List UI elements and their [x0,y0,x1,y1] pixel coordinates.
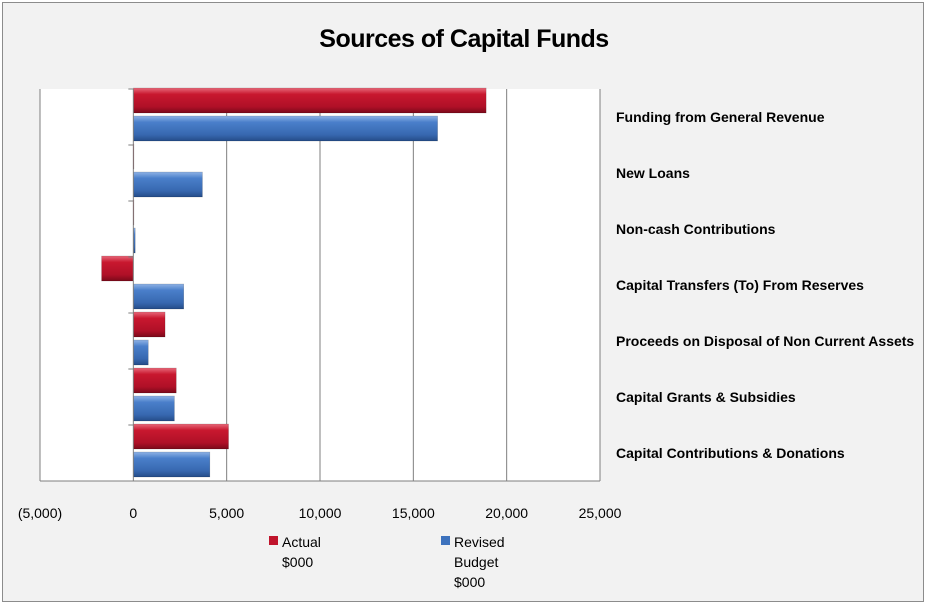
legend-swatch-revised [441,536,450,545]
bar-revised-4 [133,339,149,366]
x-tick-label: (5,000) [18,505,62,521]
legend-label-actual: Actual $000 [282,534,321,570]
x-tick-label: 10,000 [299,505,342,521]
bar-actual-6 [133,423,229,450]
category-label: Funding from General Revenue [616,109,825,125]
bar-revised-5 [133,395,175,422]
bar-actual-3 [101,255,134,282]
category-labels: Funding from General Revenue New Loans Non… [616,109,914,461]
x-tick-label: 0 [129,505,137,521]
legend-label-revised: Revised Budget $000 [454,534,505,590]
category-label: Capital Grants & Subsidies [616,389,796,405]
bar-revised-3 [133,283,184,310]
category-label: Proceeds on Disposal of Non Current Asse… [616,333,914,349]
legend-swatch-actual [269,536,278,545]
x-tick-label: 5,000 [209,505,244,521]
bar-actual-0 [133,87,487,114]
category-label: Capital Transfers (To) From Reserves [616,277,864,293]
category-label: Capital Contributions & Donations [616,445,845,461]
category-label: Non-cash Contributions [616,221,776,237]
bar-revised-1 [133,171,203,198]
chart-title: Sources of Capital Funds [319,25,609,53]
bar-revised-0 [133,115,438,142]
bar-actual-4 [133,311,166,338]
bars [101,87,487,478]
bar-revised-6 [133,451,211,478]
x-tick-label: 15,000 [392,505,435,521]
category-axis [128,88,134,482]
x-tick-labels: (5,000) 0 5,000 10,000 15,000 20,000 25,000 [18,505,622,521]
bar-chart: (5,000) 0 5,000 10,000 15,000 20,000 25,000 Fu… [18,87,914,521]
x-tick-label: 20,000 [485,505,528,521]
category-label: New Loans [616,165,690,181]
x-tick-label: 25,000 [579,505,622,521]
bar-actual-5 [133,367,177,394]
